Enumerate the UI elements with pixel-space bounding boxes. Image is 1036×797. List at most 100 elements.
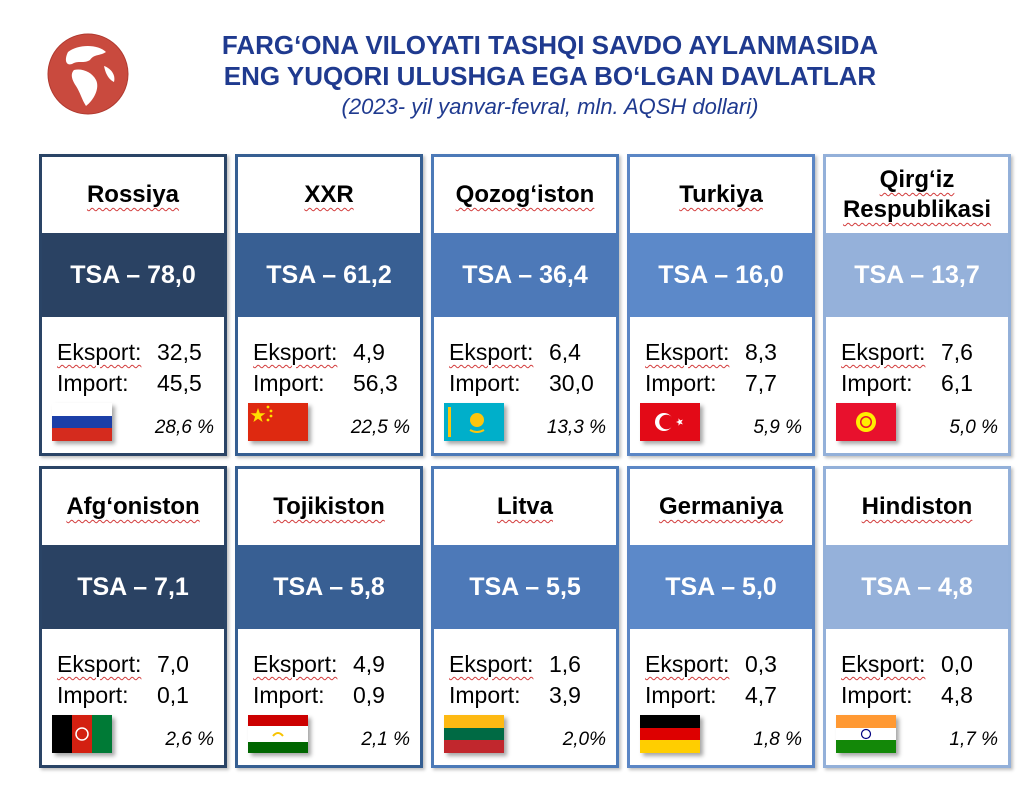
country-name: XXR xyxy=(304,181,354,208)
country-grid: Rossiya TSA – 78,0 Eksport: 32,5 Import: 4… xyxy=(39,154,1011,768)
export-value: 0,0 xyxy=(941,651,973,677)
india-flag-icon xyxy=(836,715,896,753)
import-value: 7,7 xyxy=(745,370,777,396)
tsa-total: TSA – 5,8 xyxy=(238,545,420,629)
share-percent: 1,7 % xyxy=(949,729,998,750)
export-label: Eksport: xyxy=(253,651,338,677)
import-value: 0,9 xyxy=(353,682,385,708)
import-label: Import: xyxy=(57,370,129,396)
germany-flag-icon xyxy=(640,715,700,753)
page-subtitle: (2023- yil yanvar-fevral, mln. AQSH doll… xyxy=(341,94,759,119)
share-percent: 1,8 % xyxy=(753,729,802,750)
trade-values: Eksport: 4,9 Import: 56,3 xyxy=(238,317,420,399)
import-label: Import: xyxy=(841,682,913,708)
import-value: 30,0 xyxy=(549,370,594,396)
export-label: Eksport: xyxy=(841,339,926,365)
share-percent: 2,1 % xyxy=(361,729,410,750)
country-card-litva: Litva TSA – 5,5 Eksport: 1,6 Import: 3,9 2… xyxy=(431,466,619,768)
country-card-qirgiz-respublikasi: Qirg‘iz Respublikasi TSA – 13,7 Eksport:… xyxy=(823,154,1011,456)
import-value: 4,7 xyxy=(745,682,777,708)
russia-flag-icon xyxy=(52,403,112,441)
import-value: 56,3 xyxy=(353,370,398,396)
trade-values: Eksport: 0,3 Import: 4,7 xyxy=(630,629,812,711)
tsa-total: TSA – 16,0 xyxy=(630,233,812,317)
export-value: 7,0 xyxy=(157,651,189,677)
trade-values: Eksport: 4,9 Import: 0,9 xyxy=(238,629,420,711)
title-line-2: ENG YUQORI ULUSHGA EGA BO‘LGAN DAVLATLAR xyxy=(223,61,877,91)
country-name: Qirg‘iz Respublikasi xyxy=(842,166,992,223)
trade-values: Eksport: 1,6 Import: 3,9 xyxy=(434,629,616,711)
tsa-total: TSA – 7,1 xyxy=(42,545,224,629)
export-label: Eksport: xyxy=(449,339,534,365)
import-label: Import: xyxy=(253,682,325,708)
trade-values: Eksport: 8,3 Import: 7,7 xyxy=(630,317,812,399)
kyrgyzstan-flag-icon xyxy=(836,403,896,441)
export-label: Eksport: xyxy=(645,651,730,677)
lithuania-flag-icon xyxy=(444,715,504,753)
tsa-total: TSA – 78,0 xyxy=(42,233,224,317)
export-label: Eksport: xyxy=(841,651,926,677)
import-label: Import: xyxy=(253,370,325,396)
turkey-flag-icon xyxy=(640,403,700,441)
title-line-1: FARG‘ONA VILOYATI TASHQI SAVDO AYLANMASI… xyxy=(221,30,879,60)
country-name: Turkiya xyxy=(679,181,763,208)
share-percent: 13,3 % xyxy=(546,417,606,438)
country-name: Afg‘oniston xyxy=(66,493,200,520)
country-card-rossiya: Rossiya TSA – 78,0 Eksport: 32,5 Import: 4… xyxy=(39,154,227,456)
import-label: Import: xyxy=(645,370,717,396)
import-value: 4,8 xyxy=(941,682,973,708)
tsa-total: TSA – 61,2 xyxy=(238,233,420,317)
afghanistan-flag-icon xyxy=(52,715,112,753)
tsa-total: TSA – 4,8 xyxy=(826,545,1008,629)
export-label: Eksport: xyxy=(57,339,142,365)
country-name: Rossiya xyxy=(86,181,180,208)
trade-values: Eksport: 32,5 Import: 45,5 xyxy=(42,317,224,399)
kazakhstan-flag-icon xyxy=(444,403,504,441)
import-label: Import: xyxy=(57,682,129,708)
export-value: 0,3 xyxy=(745,651,777,677)
country-card-xxr: XXR TSA – 61,2 Eksport: 4,9 Import: 56,3 2… xyxy=(235,154,423,456)
country-card-afgoniston: Afg‘oniston TSA – 7,1 Eksport: 7,0 Import… xyxy=(39,466,227,768)
country-name: Germaniya xyxy=(658,493,784,520)
export-label: Eksport: xyxy=(57,651,142,677)
export-label: Eksport: xyxy=(645,339,730,365)
tsa-total: TSA – 5,5 xyxy=(434,545,616,629)
country-card-germaniya: Germaniya TSA – 5,0 Eksport: 0,3 Import: 4… xyxy=(627,466,815,768)
country-card-tojikiston: Tojikiston TSA – 5,8 Eksport: 4,9 Import:… xyxy=(235,466,423,768)
import-value: 45,5 xyxy=(157,370,202,396)
import-label: Import: xyxy=(841,370,913,396)
trade-values: Eksport: 0,0 Import: 4,8 xyxy=(826,629,1008,711)
import-value: 0,1 xyxy=(157,682,189,708)
china-flag-icon xyxy=(248,403,308,441)
export-value: 6,4 xyxy=(549,339,581,365)
trade-values: Eksport: 7,0 Import: 0,1 xyxy=(42,629,224,711)
page-title: FARG‘ONA VILOYATI TASHQI SAVDO AYLANMASI… xyxy=(170,30,930,92)
country-name: Litva xyxy=(496,493,553,520)
share-percent: 22,5 % xyxy=(350,417,410,438)
export-label: Eksport: xyxy=(253,339,338,365)
country-card-qozogiston: Qozog‘iston TSA – 36,4 Eksport: 6,4 Impor… xyxy=(431,154,619,456)
country-name: Qozog‘iston xyxy=(455,181,595,208)
import-value: 6,1 xyxy=(941,370,973,396)
export-value: 4,9 xyxy=(353,339,385,365)
import-label: Import: xyxy=(449,370,521,396)
share-percent: 5,0 % xyxy=(949,417,998,438)
country-card-hindiston: Hindiston TSA – 4,8 Eksport: 0,0 Import: 4… xyxy=(823,466,1011,768)
share-percent: 2,6 % xyxy=(165,729,214,750)
export-value: 32,5 xyxy=(157,339,202,365)
tsa-total: TSA – 5,0 xyxy=(630,545,812,629)
export-value: 8,3 xyxy=(745,339,777,365)
trade-values: Eksport: 6,4 Import: 30,0 xyxy=(434,317,616,399)
country-card-turkiya: Turkiya TSA – 16,0 Eksport: 8,3 Import: 7,… xyxy=(627,154,815,456)
export-value: 4,9 xyxy=(353,651,385,677)
country-name: Tojikiston xyxy=(273,493,385,520)
globe-icon xyxy=(44,30,132,118)
share-percent: 2,0% xyxy=(562,729,606,750)
trade-values: Eksport: 7,6 Import: 6,1 xyxy=(826,317,1008,399)
export-value: 7,6 xyxy=(941,339,973,365)
import-label: Import: xyxy=(645,682,717,708)
tsa-total: TSA – 36,4 xyxy=(434,233,616,317)
tajikistan-flag-icon xyxy=(248,715,308,753)
export-label: Eksport: xyxy=(449,651,534,677)
import-label: Import: xyxy=(449,682,521,708)
